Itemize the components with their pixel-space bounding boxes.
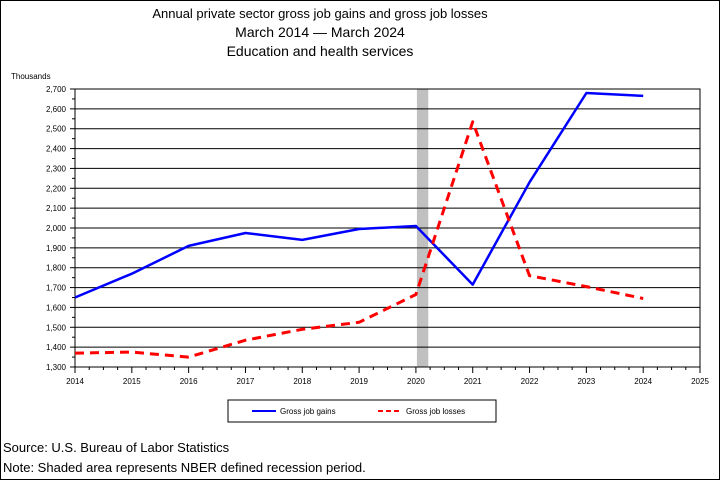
legend-label: Gross job gains — [280, 407, 336, 416]
y-tick-label: 2,600 — [46, 105, 67, 114]
legend-box — [227, 399, 497, 423]
x-tick-label: 2022 — [521, 377, 539, 386]
y-tick-label: 2,200 — [46, 184, 67, 193]
x-tick-label: 2016 — [180, 377, 198, 386]
x-tick-label: 2020 — [407, 377, 425, 386]
recession-note: Note: Shaded area represents NBER define… — [3, 460, 366, 475]
x-tick-label: 2017 — [237, 377, 255, 386]
y-tick-label: 1,600 — [46, 303, 67, 312]
x-tick-label: 2018 — [293, 377, 311, 386]
x-tick-label: 2025 — [691, 377, 709, 386]
y-tick-label: 2,000 — [46, 224, 67, 233]
x-tick-label: 2015 — [123, 377, 141, 386]
x-tick-label: 2024 — [634, 377, 652, 386]
x-tick-label: 2019 — [350, 377, 368, 386]
chart-subtitle-industry: Education and health services — [226, 43, 414, 59]
legend-label: Gross job losses — [406, 407, 465, 416]
y-tick-label: 1,400 — [46, 343, 67, 352]
y-tick-label: 1,300 — [46, 363, 67, 372]
y-tick-label: 1,800 — [46, 264, 67, 273]
y-tick-label: 1,700 — [46, 284, 67, 293]
series-line-gross-job-losses — [74, 120, 644, 359]
y-tick-label: 2,400 — [46, 145, 67, 154]
chart-title-block: Annual private sector gross job gains an… — [0, 4, 640, 61]
y-tick-label: 2,300 — [46, 164, 67, 173]
y-tick-label: 1,500 — [46, 323, 67, 332]
chart-subtitle-dates: March 2014 — March 2024 — [235, 24, 405, 40]
x-tick-label: 2023 — [577, 377, 595, 386]
series-line-gross-job-gains — [74, 91, 644, 299]
y-tick-label: 2,700 — [46, 85, 67, 94]
y-tick-label: 2,100 — [46, 204, 67, 213]
x-tick-label: 2021 — [464, 377, 482, 386]
y-tick-label: 2,500 — [46, 125, 67, 134]
y-tick-label: 1,900 — [46, 244, 67, 253]
chart-title: Annual private sector gross job gains an… — [152, 6, 488, 21]
source-note: Source: U.S. Bureau of Labor Statistics — [3, 440, 230, 455]
x-tick-label: 2014 — [66, 377, 84, 386]
y-axis-units-label: Thousands — [11, 72, 51, 81]
